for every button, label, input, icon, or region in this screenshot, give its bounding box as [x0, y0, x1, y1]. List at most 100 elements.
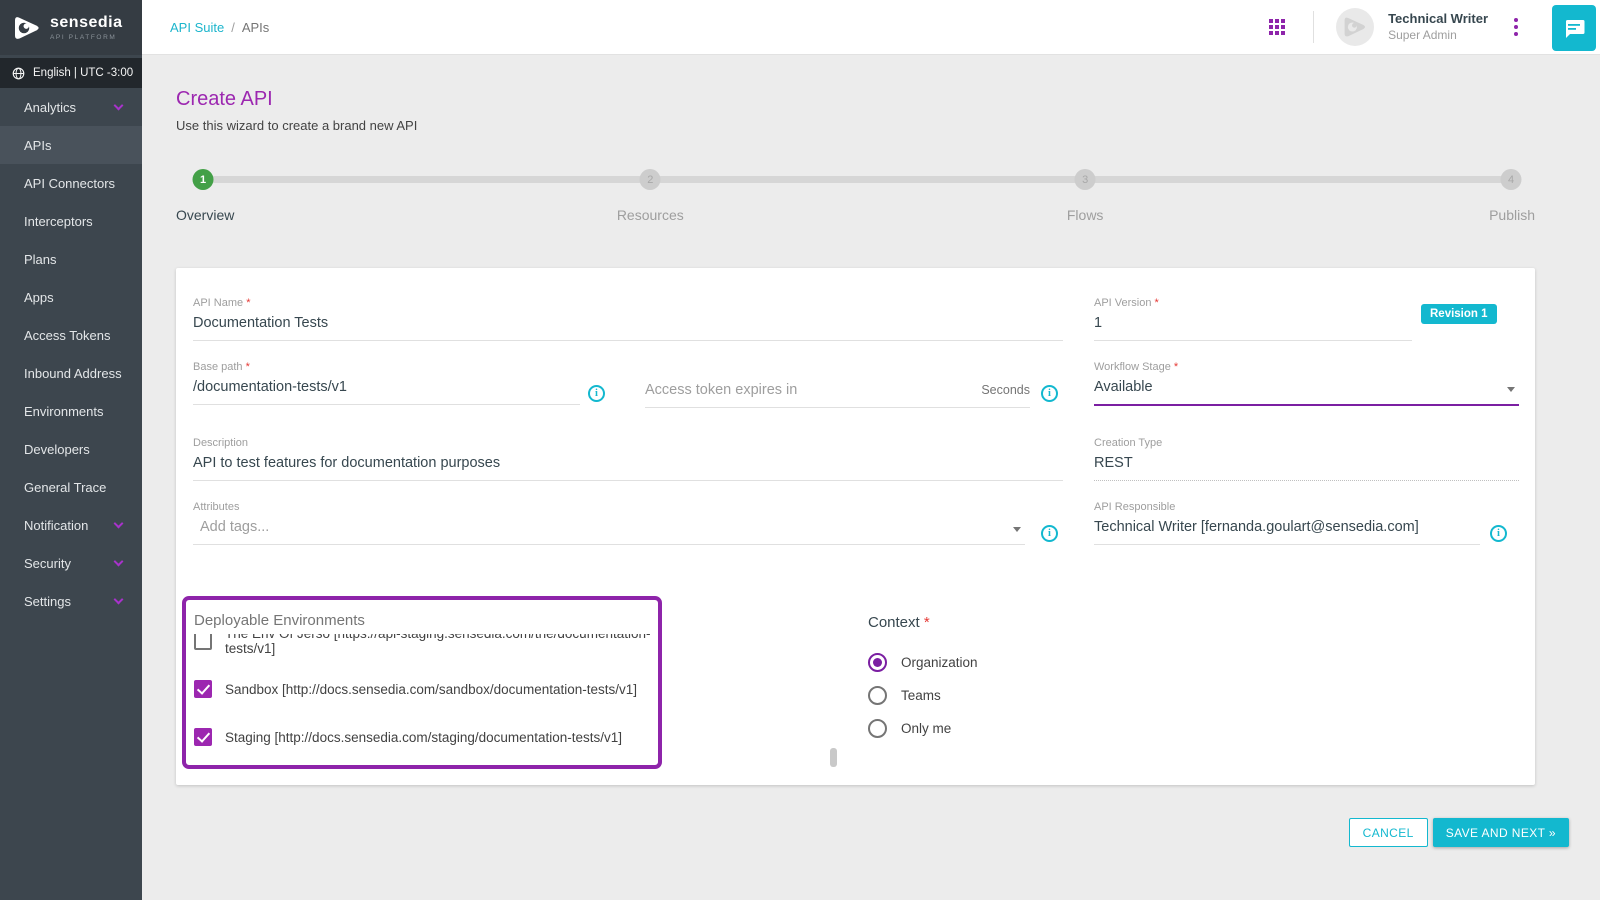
access-token-input[interactable]: Access token expires in Seconds [645, 382, 1030, 408]
api-name-input[interactable]: Documentation Tests [193, 315, 1063, 341]
sidebar-item-label: Security [24, 555, 71, 571]
brand-name: sensedia [50, 14, 123, 32]
workflow-stage-label: Workflow Stage * [1094, 361, 1179, 373]
chevron-down-icon [113, 556, 124, 566]
sidebar-item-security[interactable]: Security [0, 544, 142, 582]
sidebar-item-label: Apps [24, 289, 54, 305]
radio-selected-icon[interactable] [868, 653, 887, 672]
base-path-input[interactable]: /documentation-tests/v1 [193, 379, 580, 405]
radio-only-me[interactable]: Only me [868, 712, 978, 745]
api-responsible-input[interactable]: Technical Writer [fernanda.goulart@sense… [1094, 519, 1480, 545]
sidebar-item-general-trace[interactable]: General Trace [0, 468, 142, 506]
radio-label: Only me [901, 721, 952, 736]
breadcrumb-api-suite[interactable]: API Suite [170, 19, 225, 35]
env-item-sandbox[interactable]: Sandbox [http://docs.sensedia.com/sandbo… [186, 665, 658, 713]
checkbox-checked[interactable] [194, 728, 212, 746]
save-and-next-button[interactable]: SAVE AND NEXT » [1432, 818, 1569, 847]
wizard-stepper: 1 2 3 4 Overview Resources Flows Publish [176, 169, 1535, 229]
creation-type-label: Creation Type [1094, 437, 1163, 449]
attributes-field: Attributes Add tags... [193, 501, 1025, 545]
cancel-button[interactable]: CANCEL [1348, 818, 1428, 847]
radio-teams[interactable]: Teams [868, 679, 978, 712]
deployable-environments-title: Deployable Environments [194, 612, 365, 629]
sidebar-item-developers[interactable]: Developers [0, 430, 142, 468]
step-circle-publish[interactable]: 4 [1500, 169, 1522, 190]
api-version-field: API Version * 1 [1094, 297, 1412, 341]
attributes-input[interactable]: Add tags... [193, 519, 1025, 545]
env-item-label: The Env Of Jerso [https://api-staging.se… [225, 634, 650, 656]
sensedia-logo-icon [15, 16, 39, 39]
step-circle-flows[interactable]: 3 [1074, 169, 1096, 190]
main-content: Create API Use this wizard to create a b… [142, 55, 1600, 900]
deployable-environments-list: The Env Of Jerso [https://api-staging.se… [186, 634, 658, 765]
creation-type-value: REST [1094, 455, 1519, 481]
sidebar: sensedia API PLATFORM English | UTC -3:0… [0, 0, 142, 900]
sidebar-item-analytics[interactable]: Analytics [0, 88, 142, 126]
api-version-input[interactable]: 1 [1094, 315, 1412, 341]
sidebar-item-settings[interactable]: Settings [0, 582, 142, 620]
caret-down-icon [1507, 387, 1515, 392]
attributes-label: Attributes [193, 501, 240, 513]
page-title: Create API [176, 88, 273, 110]
api-responsible-field: API Responsible Technical Writer [fernan… [1094, 501, 1480, 545]
sidebar-item-label: Plans [24, 251, 57, 267]
checkbox-checked[interactable] [194, 680, 212, 698]
api-responsible-info-icon[interactable]: i [1490, 525, 1507, 542]
workflow-stage-select[interactable]: Available [1094, 379, 1519, 406]
base-path-info-icon[interactable]: i [588, 385, 605, 402]
step-label-flows: Flows [1066, 207, 1104, 223]
sidebar-item-access-tokens[interactable]: Access Tokens [0, 316, 142, 354]
chevron-down-icon [113, 518, 124, 528]
sidebar-item-apis[interactable]: APIs [0, 126, 142, 164]
step-circle-resources[interactable]: 2 [639, 169, 661, 190]
globe-icon [12, 67, 25, 79]
env-item-staging[interactable]: Staging [http://docs.sensedia.com/stagin… [186, 713, 658, 761]
sidebar-nav: Analytics APIs API Connectors Intercepto… [0, 88, 142, 620]
sidebar-item-notification[interactable]: Notification [0, 506, 142, 544]
checkbox-unchecked[interactable] [194, 634, 212, 650]
sidebar-item-label: Access Tokens [24, 327, 111, 343]
avatar[interactable] [1336, 8, 1375, 46]
step-circle-overview[interactable]: 1 [192, 169, 214, 190]
sidebar-item-label: Settings [24, 593, 71, 609]
radio-label: Teams [901, 688, 941, 703]
access-token-info-icon[interactable]: i [1041, 385, 1058, 402]
sidebar-item-label: Analytics [24, 99, 77, 115]
sidebar-item-inbound-address[interactable]: Inbound Address [0, 354, 142, 392]
sidebar-item-interceptors[interactable]: Interceptors [0, 202, 142, 240]
api-name-label: API Name * [193, 297, 251, 309]
description-input[interactable]: API to test features for documentation p… [193, 455, 1063, 481]
avatar-logo-icon [1344, 17, 1366, 37]
user-name: Technical Writer [1388, 11, 1488, 27]
page-subtitle: Use this wizard to create a brand new AP… [176, 118, 418, 133]
stepper-track [196, 176, 1521, 183]
sidebar-item-environments[interactable]: Environments [0, 392, 142, 430]
sidebar-item-label: Environments [24, 403, 104, 419]
sidebar-item-label: Inbound Address [24, 365, 122, 381]
step-label-resources: Resources [616, 207, 684, 223]
brand-tagline: API PLATFORM [50, 33, 117, 41]
radio-label: Organization [901, 655, 978, 670]
language-selector[interactable]: English | UTC -3:00 [0, 58, 142, 88]
radio-unselected-icon[interactable] [868, 686, 887, 705]
breadcrumb-current: APIs [241, 19, 270, 35]
topbar-divider [1313, 11, 1315, 43]
brand-logo[interactable]: sensedia API PLATFORM [0, 0, 142, 55]
form-actions: CANCEL SAVE AND NEXT » [210, 818, 1569, 847]
sidebar-item-label: APIs [24, 137, 52, 153]
sidebar-item-plans[interactable]: Plans [0, 240, 142, 278]
apps-grid-icon[interactable] [1269, 19, 1286, 35]
attributes-info-icon[interactable]: i [1041, 525, 1058, 542]
sidebar-item-api-connectors[interactable]: API Connectors [0, 164, 142, 202]
chevron-down-icon [113, 594, 124, 604]
context-label: Context * [868, 614, 930, 631]
env-item-the-env-of-jerso[interactable]: The Env Of Jerso [https://api-staging.se… [186, 634, 658, 665]
user-info: Technical Writer Super Admin [1388, 11, 1488, 42]
radio-unselected-icon[interactable] [868, 719, 887, 738]
radio-organization[interactable]: Organization [868, 646, 978, 679]
sidebar-item-apps[interactable]: Apps [0, 278, 142, 316]
revision-badge: Revision 1 [1421, 304, 1497, 324]
scrollbar-thumb[interactable] [830, 748, 837, 767]
kebab-menu-icon[interactable] [1510, 14, 1522, 40]
chat-button[interactable] [1552, 5, 1596, 51]
